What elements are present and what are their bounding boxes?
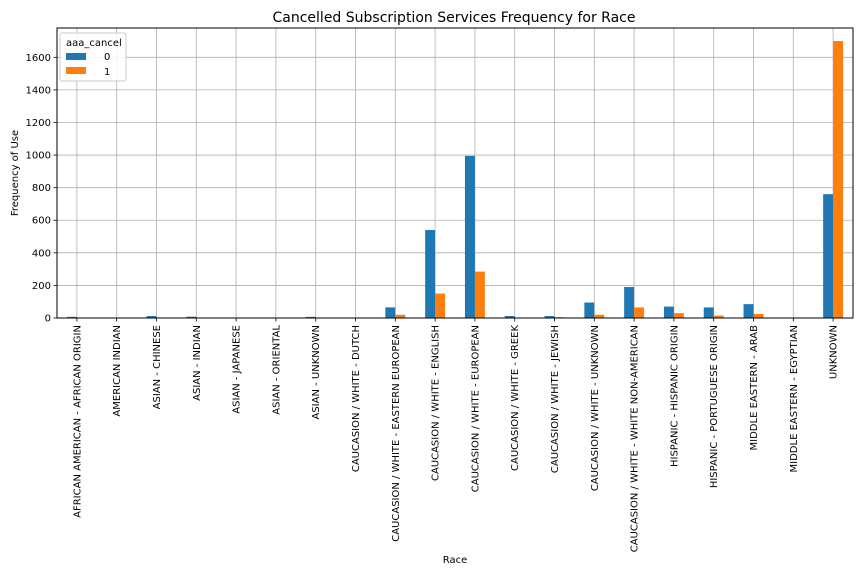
bar-series-1: [435, 293, 446, 318]
y-axis-label: Frequency of Use: [10, 130, 21, 216]
x-tick-label: CAUCASION / WHITE - UNKNOWN: [590, 325, 601, 491]
bar-series-1: [833, 41, 844, 319]
y-tick-label: 400: [32, 248, 51, 259]
x-tick-label: CAUCASION / WHITE - WHITE NON-AMERICAN: [630, 325, 641, 552]
y-tick-label: 1400: [26, 85, 51, 96]
bar-series-0: [305, 316, 316, 318]
x-tick-label: CAUCASION / WHITE - ENGLISH: [431, 325, 442, 481]
bar-series-1: [753, 313, 764, 318]
x-tick-label: MIDDLE EASTERN - EGYPTIAN: [789, 325, 800, 472]
legend: aaa_cancel 0 1: [59, 32, 127, 82]
bar-series-0: [703, 307, 714, 318]
bar-series-0: [186, 316, 197, 318]
x-tick-label: MIDDLE EASTERN - ARAB: [749, 325, 760, 451]
x-tick-label: HISPANIC - HISPANIC ORIGIN: [669, 325, 680, 467]
plot-frame: [56, 27, 854, 319]
bar-series-1: [634, 307, 645, 318]
x-tick-label: ASIAN - UNKNOWN: [311, 325, 322, 420]
bar-series-0: [464, 155, 475, 318]
bar-series-0: [66, 316, 77, 318]
x-tick-label: CAUCASION / WHITE - EUROPEAN: [470, 325, 481, 492]
x-tick-label: AMERICAN INDIAN: [112, 325, 123, 417]
y-tick-label: 0: [45, 314, 51, 325]
legend-swatch-1: [66, 67, 86, 74]
bar-series-1: [594, 314, 605, 318]
bar-series-1: [474, 271, 485, 318]
bar-series-0: [504, 316, 515, 318]
legend-label-0: 0: [104, 52, 110, 63]
x-tick-label: UNKNOWN: [829, 325, 840, 379]
x-tick-label: ASIAN - ORIENTAL: [271, 325, 282, 415]
bar-series-0: [584, 302, 595, 318]
bar-series-0: [425, 230, 436, 318]
legend-label-1: 1: [104, 67, 110, 78]
bar-series-0: [743, 304, 754, 318]
x-axis-ticks: AFRICAN AMERICAN - AFRICAN ORIGIN AMERICA…: [72, 318, 840, 552]
chart-title: Cancelled Subscription Services Frequenc…: [273, 10, 636, 26]
x-tick-label: CAUCASION / WHITE - GREEK: [510, 325, 521, 471]
bar-series-0: [544, 316, 555, 318]
bar-series-1: [673, 313, 684, 318]
y-tick-label: 600: [32, 216, 51, 227]
legend-swatch-0: [66, 53, 86, 60]
x-tick-label: ASIAN - INDIAN: [192, 325, 203, 401]
x-tick-label: CAUCASION / WHITE - DUTCH: [351, 325, 362, 472]
y-tick-label: 800: [32, 183, 51, 194]
x-tick-label: ASIAN - CHINESE: [152, 325, 163, 409]
x-tick-label: HISPANIC - PORTUGUESE ORIGIN: [709, 325, 720, 488]
x-tick-label: ASIAN - JAPANESE: [232, 325, 243, 414]
bar-series-0: [663, 306, 674, 318]
bar-series-0: [146, 316, 157, 318]
x-axis-label: Race: [443, 555, 468, 566]
bars: [66, 41, 844, 319]
bar-series-1: [713, 315, 724, 318]
y-tick-label: 1600: [26, 53, 51, 64]
grid: [57, 28, 853, 319]
y-tick-label: 1000: [26, 151, 51, 162]
y-tick-label: 200: [32, 281, 51, 292]
bar-series-0: [385, 307, 396, 318]
bar-series-0: [624, 287, 635, 318]
x-tick-label: AFRICAN AMERICAN - AFRICAN ORIGIN: [72, 325, 83, 518]
y-tick-label: 1200: [26, 118, 51, 129]
x-tick-label: CAUCASION / WHITE - JEWISH: [550, 325, 561, 473]
bar-series-0: [823, 194, 834, 318]
legend-title: aaa_cancel: [66, 38, 122, 49]
y-axis-ticks: 0 200 400 600 800 1000 1200 1400 1600: [26, 53, 57, 325]
bar-series-1: [395, 314, 406, 318]
x-tick-label: CAUCASION / WHITE - EASTERN EUROPEAN: [391, 325, 402, 542]
